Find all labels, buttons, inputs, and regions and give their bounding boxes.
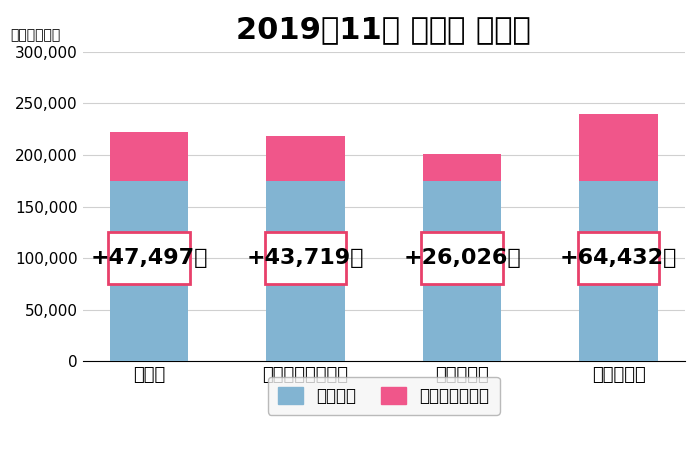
Title: 2019年11月 東京都 正社員: 2019年11月 東京都 正社員 [237,15,531,44]
Text: （単位：円）: （単位：円） [10,29,61,43]
Bar [423,181,501,361]
Bar [110,181,188,361]
Text: +64,432円: +64,432円 [560,248,677,268]
Bar [267,181,344,361]
Bar [423,154,501,181]
Bar [580,181,657,361]
Bar [110,132,188,181]
FancyBboxPatch shape [578,232,659,284]
FancyBboxPatch shape [421,232,503,284]
Legend: 最低賃金, 最低賃金との差: 最低賃金, 最低賃金との差 [268,377,500,415]
Text: +47,497円: +47,497円 [90,248,208,268]
Bar [580,114,657,181]
FancyBboxPatch shape [265,232,346,284]
Text: +26,026円: +26,026円 [403,248,521,268]
Text: +43,719円: +43,719円 [247,248,364,268]
Bar [267,136,344,181]
FancyBboxPatch shape [108,232,190,284]
